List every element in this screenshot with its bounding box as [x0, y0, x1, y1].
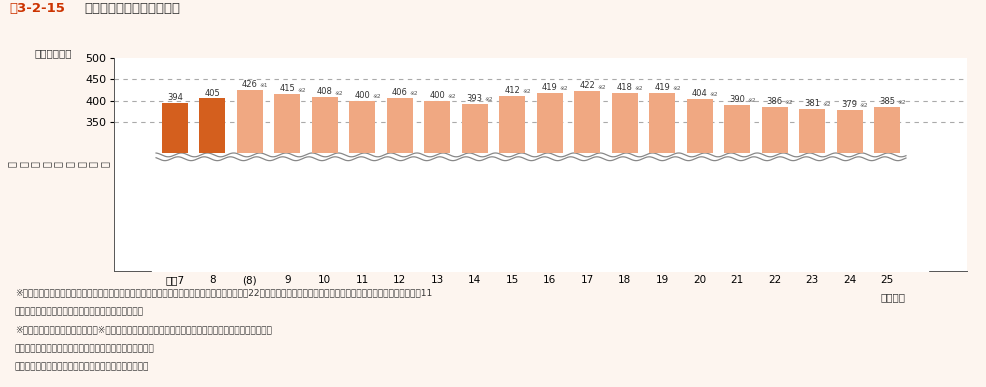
Text: 404: 404 — [691, 89, 707, 98]
Bar — [274, 94, 300, 271]
Text: ※2: ※2 — [409, 91, 418, 96]
Bar — [874, 107, 899, 271]
Bar — [312, 149, 337, 153]
Bar — [424, 101, 450, 271]
Bar — [237, 89, 262, 271]
Text: 406: 406 — [391, 88, 407, 97]
Bar — [387, 98, 412, 271]
Bar — [424, 149, 450, 153]
Text: 381: 381 — [804, 99, 819, 108]
Text: ※2: ※2 — [634, 86, 643, 91]
Bar — [836, 110, 862, 271]
Bar — [499, 96, 525, 271]
Text: ※2: ※2 — [334, 91, 343, 96]
Bar — [536, 149, 562, 153]
Text: ※2: ※2 — [597, 84, 605, 89]
Text: ※1: ※1 — [259, 83, 268, 88]
Text: 393: 393 — [466, 94, 482, 103]
Bar — [349, 101, 375, 271]
Bar — [836, 149, 862, 153]
Text: 産
業
廃
棄
物
の
排
出
量: 産 業 廃 棄 物 の 排 出 量 — [7, 161, 109, 168]
Text: ※2: ※2 — [784, 100, 793, 105]
Text: ※2: ※2 — [372, 94, 381, 99]
Text: （年度）: （年度） — [880, 292, 905, 302]
Bar — [649, 149, 674, 153]
Text: ※１：ダイオキシン対策基本方針（ダイオキシン対策関係閣僚会議決定）に基づき、政府が平成22年度を目標年度として設定した「廃棄物の減量化の目標量」（平成11: ※１：ダイオキシン対策基本方針（ダイオキシン対策関係閣僚会議決定）に基づき、政府… — [15, 288, 432, 297]
Bar — [574, 91, 599, 271]
Text: ※2: ※2 — [559, 86, 568, 91]
Text: 418: 418 — [616, 83, 632, 92]
Bar — [536, 92, 562, 271]
Text: ※２：平成９年度以降の排出量は※１において排出量を算出した際と同じ前提条件を用いて算出している: ※２：平成９年度以降の排出量は※１において排出量を算出した際と同じ前提条件を用い… — [15, 325, 271, 334]
Bar — [349, 149, 375, 153]
Bar — [461, 149, 487, 153]
Bar — [761, 149, 787, 153]
Text: 379: 379 — [841, 100, 857, 109]
Text: 412: 412 — [504, 86, 520, 95]
Text: 415: 415 — [279, 84, 295, 93]
Bar — [499, 149, 525, 153]
Bar — [611, 149, 637, 153]
Text: ※2: ※2 — [484, 97, 493, 102]
Text: ※2: ※2 — [746, 98, 755, 103]
Text: 405: 405 — [204, 89, 220, 98]
Text: ※2: ※2 — [671, 86, 680, 91]
Text: 426: 426 — [242, 80, 257, 89]
Text: 400: 400 — [354, 91, 370, 100]
Text: 産業廃棄物の排出量の推移: 産業廃棄物の排出量の推移 — [84, 2, 179, 15]
Text: ※2: ※2 — [896, 100, 905, 105]
Bar — [162, 103, 187, 271]
Bar — [611, 93, 637, 271]
Bar — [724, 149, 749, 153]
Bar — [724, 105, 749, 271]
Text: 385: 385 — [879, 97, 894, 106]
Text: 394: 394 — [167, 93, 182, 102]
Bar — [312, 97, 337, 271]
Text: ※2: ※2 — [297, 87, 306, 92]
Text: 422: 422 — [579, 81, 595, 91]
Bar — [387, 149, 412, 153]
Text: ※2: ※2 — [447, 94, 456, 99]
Text: （百万トン）: （百万トン） — [35, 48, 72, 58]
Text: 注：平成８年度から排出量の推計方法を一部変更している: 注：平成８年度から排出量の推計方法を一部変更している — [15, 344, 155, 353]
Bar — [461, 104, 487, 271]
Bar — [874, 149, 899, 153]
Bar — [649, 92, 674, 271]
Bar — [574, 149, 599, 153]
Text: 出典：環境省「産業廃棄物排出・処理状況調査報告書」: 出典：環境省「産業廃棄物排出・処理状況調査報告書」 — [15, 363, 149, 372]
Text: ※2: ※2 — [522, 89, 530, 94]
Bar — [237, 149, 262, 153]
Text: ※2: ※2 — [709, 92, 718, 97]
Text: 419: 419 — [541, 83, 557, 92]
Bar — [761, 106, 787, 271]
Text: ※2: ※2 — [821, 102, 830, 107]
Text: 400: 400 — [429, 91, 445, 100]
Text: 図3-2-15: 図3-2-15 — [10, 2, 66, 15]
Bar — [162, 149, 187, 153]
Text: 408: 408 — [317, 87, 332, 96]
Bar — [274, 149, 300, 153]
Bar — [686, 99, 712, 271]
Text: 419: 419 — [654, 83, 669, 92]
Text: 年９月設定）における平成８年度の排出量を示す: 年９月設定）における平成８年度の排出量を示す — [15, 307, 144, 316]
Text: 386: 386 — [766, 97, 782, 106]
Bar — [199, 149, 225, 153]
Bar — [199, 98, 225, 271]
Bar — [799, 149, 824, 153]
Bar — [799, 109, 824, 271]
Text: 390: 390 — [729, 95, 744, 104]
Text: ※2: ※2 — [859, 103, 868, 108]
Bar — [686, 149, 712, 153]
